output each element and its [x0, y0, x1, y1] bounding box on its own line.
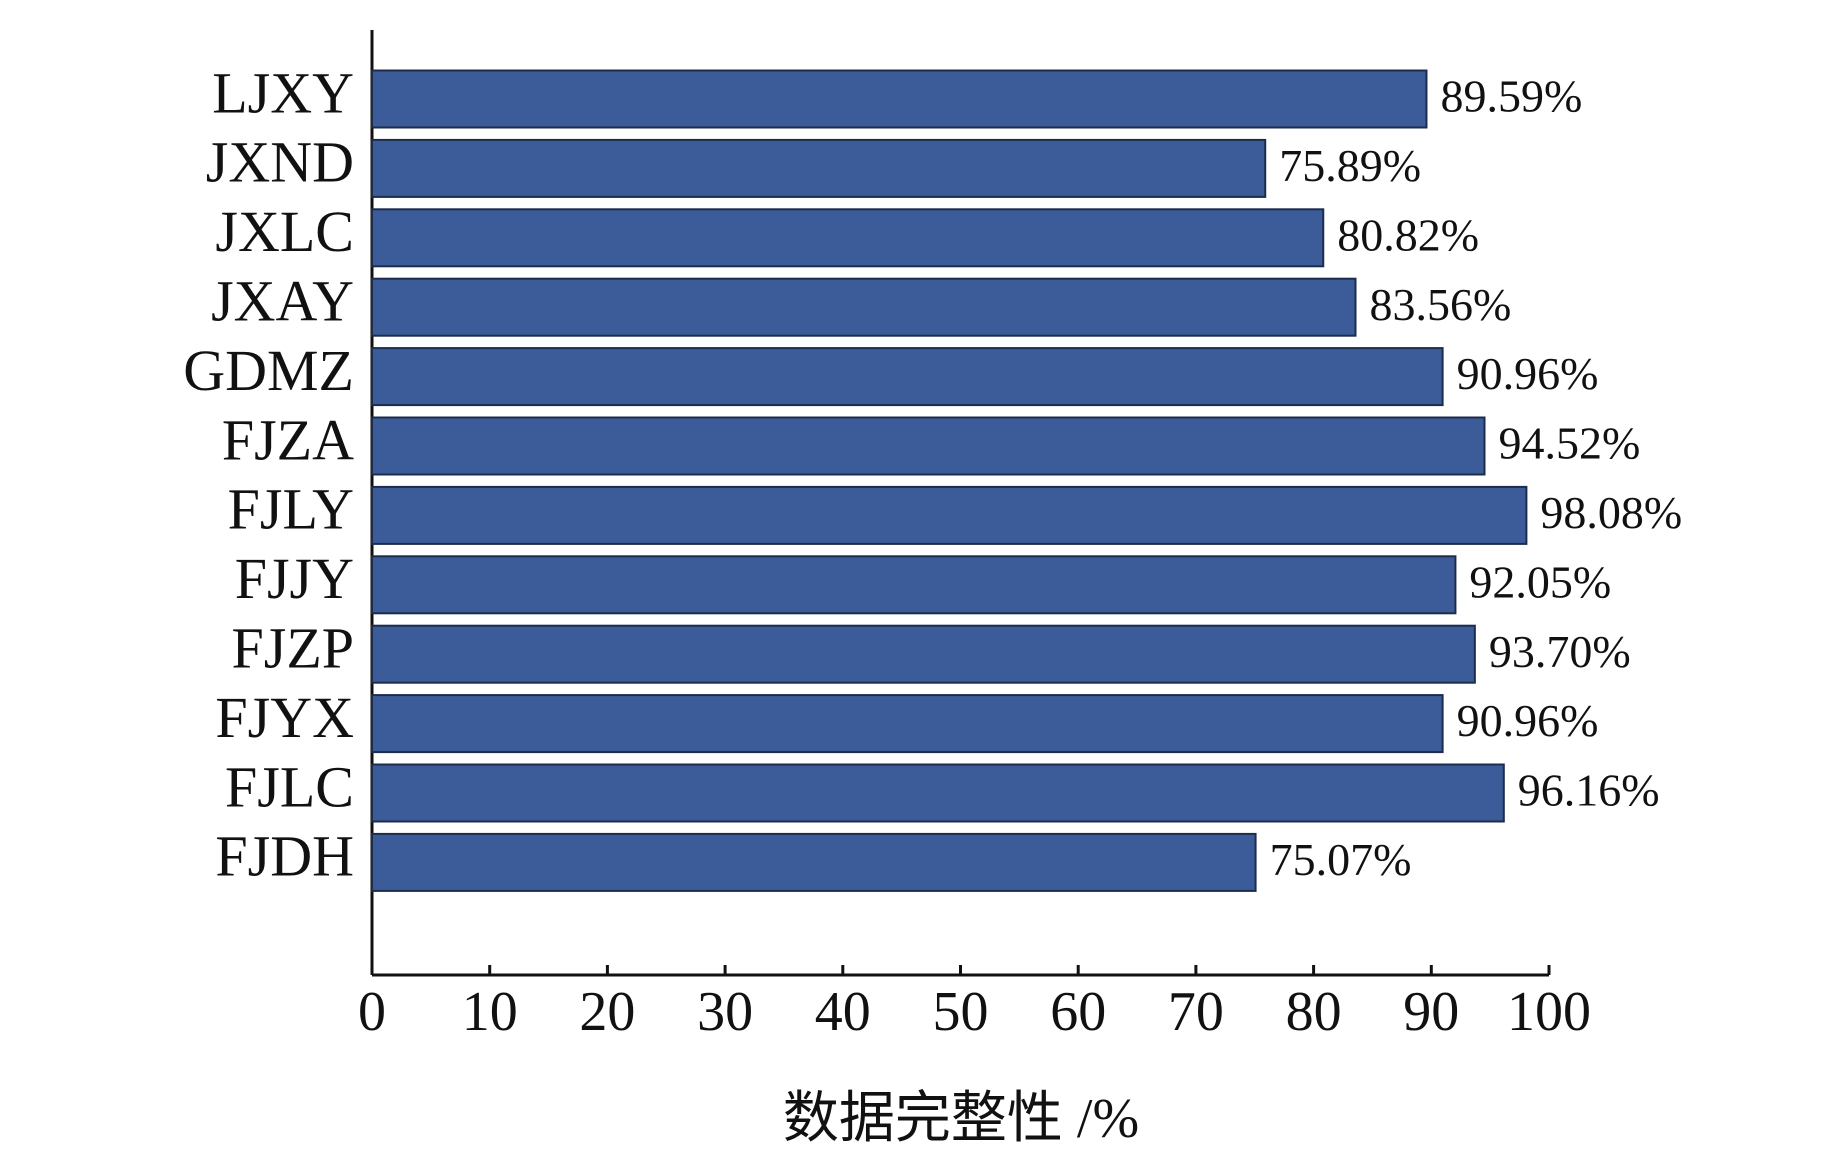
x-tick-label: 60 — [1050, 981, 1106, 1043]
y-tick-label: FJYX — [215, 685, 354, 750]
y-tick-label: JXND — [206, 130, 354, 195]
value-label: 92.05% — [1469, 556, 1611, 607]
x-tick-label: 10 — [462, 981, 518, 1043]
bar — [371, 763, 1505, 823]
value-label: 90.96% — [1457, 348, 1599, 399]
value-label: 80.82% — [1337, 209, 1479, 260]
bar — [371, 416, 1486, 476]
y-tick-label: FJDH — [215, 824, 354, 889]
y-tick-label: JXLC — [215, 199, 354, 264]
bar — [371, 138, 1267, 198]
value-label: 98.08% — [1540, 487, 1682, 538]
y-tick-label: FJZA — [222, 407, 354, 472]
y-tick-label: LJXY — [212, 60, 354, 125]
x-tick-label: 40 — [815, 981, 871, 1043]
y-tick-label: GDMZ — [183, 338, 354, 403]
x-tick-label: 90 — [1403, 981, 1459, 1043]
x-tick-label: 80 — [1286, 981, 1342, 1043]
x-tick-label: 20 — [579, 981, 635, 1043]
y-tick-label: FJLY — [228, 477, 354, 542]
x-tick-label: 0 — [358, 981, 386, 1043]
bar — [371, 694, 1444, 754]
bar — [371, 555, 1457, 615]
x-axis-title: 数据完整性 /% — [783, 1088, 1139, 1150]
value-label: 75.07% — [1270, 834, 1412, 885]
bar — [371, 624, 1476, 684]
y-tick-label: FJLC — [225, 754, 354, 819]
x-tick-label: 70 — [1168, 981, 1224, 1043]
value-label: 75.89% — [1279, 140, 1421, 191]
x-tick-label: 50 — [933, 981, 989, 1043]
bar — [371, 347, 1444, 407]
y-tick-label: JXAY — [211, 269, 354, 334]
bar — [371, 69, 1428, 129]
value-label: 93.70% — [1489, 626, 1631, 677]
x-tick-label: 100 — [1507, 981, 1591, 1043]
value-label: 90.96% — [1457, 695, 1599, 746]
bar — [371, 832, 1257, 892]
bar — [371, 208, 1325, 268]
bar — [371, 485, 1528, 545]
y-tick-label: FJJY — [235, 546, 354, 611]
value-label: 83.56% — [1370, 279, 1512, 330]
value-label: 94.52% — [1499, 418, 1641, 469]
x-tick-label: 30 — [697, 981, 753, 1043]
value-label: 89.59% — [1440, 71, 1582, 122]
value-label: 96.16% — [1518, 765, 1660, 816]
bar — [371, 277, 1357, 337]
y-tick-label: FJZP — [231, 616, 354, 681]
